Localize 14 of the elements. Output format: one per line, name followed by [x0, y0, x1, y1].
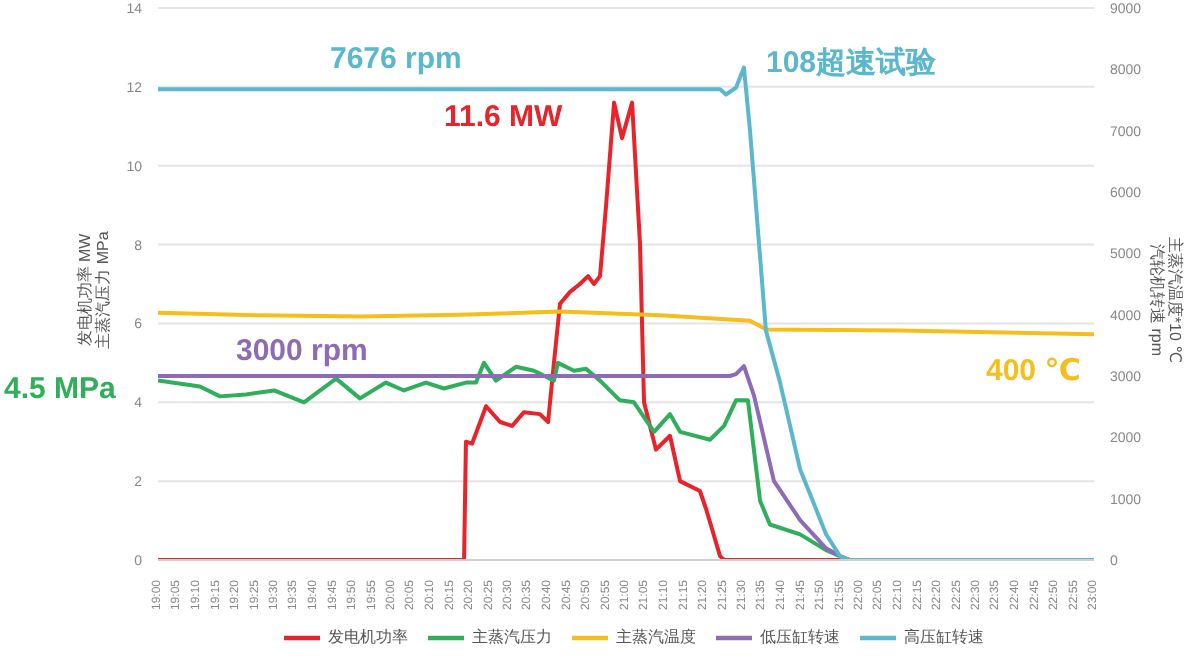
annotation: 3000 rpm	[236, 334, 368, 368]
y2-axis-title: 主蒸汽温度*10 ℃ 汽轮机转速 rpm	[1148, 234, 1184, 368]
legend-label: 主蒸汽温度	[616, 628, 696, 647]
annotation: 11.6 MW	[444, 100, 563, 134]
legend-label: 高压缸转速	[904, 628, 984, 647]
line-series	[158, 309, 1094, 337]
legend-label: 发电机功率	[328, 628, 408, 647]
text: 4.5 MPa	[4, 372, 116, 406]
y-axis-title: 发电机功率 MW 主蒸汽压力 MPa	[76, 231, 112, 349]
annotation: 400 ℃	[986, 352, 1081, 388]
legend-label: 主蒸汽压力	[472, 628, 552, 647]
legend-label: 低压缸转速	[760, 628, 840, 647]
annotation: 7676 rpm	[330, 42, 462, 76]
annotation: 108超速试验	[766, 44, 937, 82]
